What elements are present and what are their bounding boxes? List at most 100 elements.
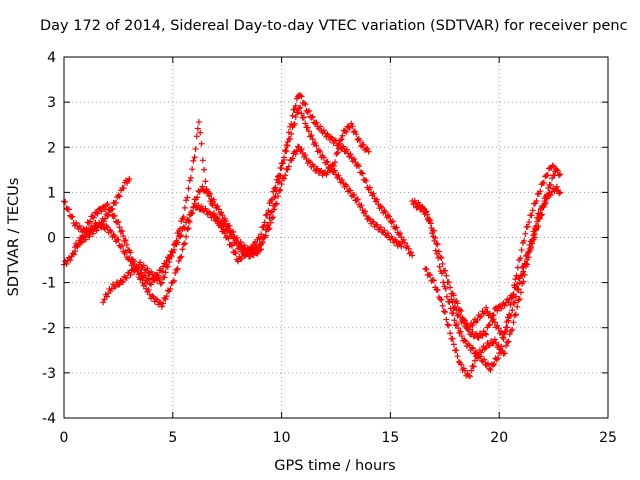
data-point bbox=[105, 211, 112, 218]
data-point bbox=[458, 361, 465, 368]
data-point bbox=[481, 330, 488, 337]
data-point bbox=[388, 219, 395, 226]
data-point bbox=[430, 227, 437, 234]
data-point bbox=[244, 249, 251, 256]
data-point bbox=[465, 340, 472, 347]
data-point bbox=[214, 203, 221, 210]
data-point bbox=[177, 254, 184, 261]
data-point bbox=[349, 123, 356, 130]
data-point bbox=[121, 237, 128, 244]
data-point bbox=[531, 234, 538, 241]
data-point bbox=[393, 224, 400, 231]
data-point bbox=[115, 282, 122, 289]
x-tick-label: 0 bbox=[60, 430, 69, 446]
data-point bbox=[183, 197, 190, 204]
data-point bbox=[453, 307, 460, 314]
data-point bbox=[118, 278, 125, 285]
data-point bbox=[535, 223, 542, 230]
data-point bbox=[456, 330, 463, 337]
data-point bbox=[313, 119, 320, 126]
data-point bbox=[304, 108, 311, 115]
data-point bbox=[103, 202, 110, 209]
data-point bbox=[518, 247, 525, 254]
data-point bbox=[185, 185, 192, 192]
data-point bbox=[213, 214, 220, 221]
data-point bbox=[483, 331, 490, 338]
data-point bbox=[381, 227, 388, 234]
data-point bbox=[521, 237, 528, 244]
data-point bbox=[282, 172, 289, 179]
data-point bbox=[474, 334, 481, 341]
data-point bbox=[274, 193, 281, 200]
data-point bbox=[144, 265, 151, 272]
data-point bbox=[198, 186, 205, 193]
data-point bbox=[157, 280, 164, 287]
data-point bbox=[514, 303, 521, 310]
data-point bbox=[122, 237, 129, 244]
data-point bbox=[461, 337, 468, 344]
data-point bbox=[273, 200, 280, 207]
data-point bbox=[378, 204, 385, 211]
data-point bbox=[365, 148, 372, 155]
data-point bbox=[317, 123, 324, 130]
data-point bbox=[102, 215, 109, 222]
data-point bbox=[331, 167, 338, 174]
data-point bbox=[126, 175, 133, 182]
data-point bbox=[184, 194, 191, 201]
data-point bbox=[291, 120, 298, 127]
data-point bbox=[284, 142, 291, 149]
data-point bbox=[222, 218, 229, 225]
data-point bbox=[427, 272, 434, 279]
data-point bbox=[509, 326, 516, 333]
data-point bbox=[119, 242, 126, 249]
data-point bbox=[356, 137, 363, 144]
chart-title: Day 172 of 2014, Sidereal Day-to-day VTE… bbox=[40, 18, 628, 34]
data-point bbox=[277, 187, 284, 194]
data-point bbox=[272, 184, 279, 191]
data-point bbox=[109, 205, 116, 212]
data-point bbox=[305, 128, 312, 135]
data-point bbox=[498, 328, 505, 335]
data-point bbox=[358, 169, 365, 176]
data-point bbox=[443, 293, 450, 300]
data-point bbox=[199, 183, 206, 190]
data-point bbox=[173, 237, 180, 244]
data-point bbox=[65, 206, 72, 213]
data-point bbox=[501, 329, 508, 336]
data-point bbox=[510, 319, 517, 326]
data-point bbox=[468, 344, 475, 351]
data-point bbox=[440, 308, 447, 315]
data-point bbox=[551, 172, 558, 179]
data-point bbox=[547, 181, 554, 188]
data-point bbox=[328, 163, 335, 170]
data-point bbox=[273, 176, 280, 183]
data-point bbox=[291, 106, 298, 113]
data-point bbox=[439, 260, 446, 267]
data-point bbox=[281, 154, 288, 161]
data-point bbox=[116, 193, 123, 200]
x-tick-label: 20 bbox=[490, 430, 508, 446]
data-point bbox=[494, 307, 501, 314]
data-point bbox=[264, 211, 271, 218]
data-point bbox=[277, 165, 284, 172]
data-point bbox=[174, 265, 181, 272]
data-point bbox=[340, 143, 347, 150]
data-point bbox=[418, 205, 425, 212]
data-point bbox=[458, 333, 465, 340]
data-point bbox=[178, 253, 185, 260]
data-point bbox=[279, 160, 286, 167]
data-point bbox=[308, 132, 315, 139]
data-point bbox=[494, 322, 501, 329]
data-point bbox=[465, 372, 472, 379]
data-point bbox=[297, 92, 304, 99]
data-point bbox=[202, 178, 209, 185]
axes: 0 5 10 15 20 25 -4 -3 -2 -1 0 1 2 3 4 bbox=[42, 50, 617, 446]
data-point bbox=[137, 270, 144, 277]
data-point bbox=[195, 119, 202, 126]
data-point bbox=[300, 100, 307, 107]
data-point bbox=[179, 246, 186, 253]
data-point bbox=[116, 224, 123, 231]
data-point bbox=[320, 154, 327, 161]
data-point bbox=[120, 278, 127, 285]
data-point bbox=[297, 104, 304, 111]
